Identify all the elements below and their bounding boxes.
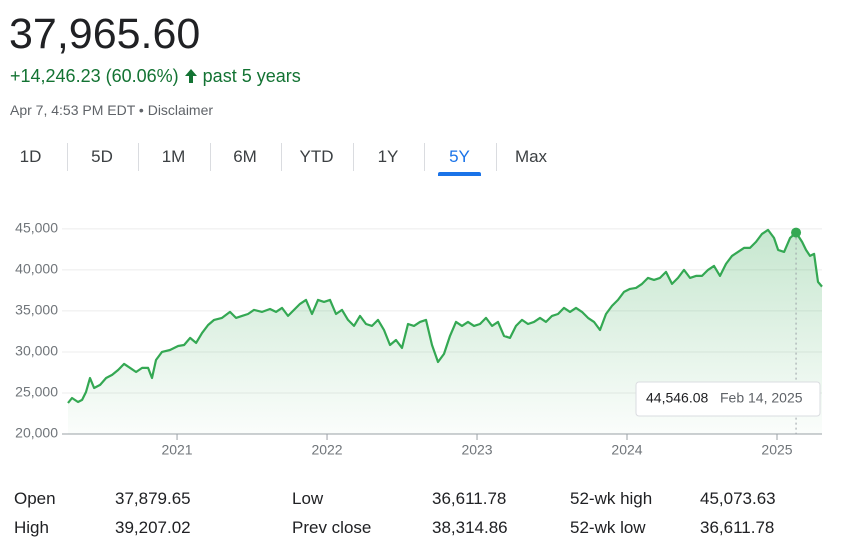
disclaimer[interactable]: Disclaimer bbox=[147, 102, 214, 118]
price: 37,965.60 bbox=[9, 10, 201, 58]
y-tick-label: 45,000 bbox=[15, 220, 58, 236]
stat-value: 38,314.86 bbox=[432, 518, 508, 537]
area bbox=[67, 229, 822, 434]
change: +14,246.23 (60.06%) bbox=[10, 66, 179, 86]
tab[interactable]: YTD bbox=[299, 147, 334, 166]
tab[interactable]: 1M bbox=[161, 147, 186, 166]
line bbox=[67, 228, 823, 404]
stat-label: 52-wk high bbox=[570, 489, 653, 508]
tab[interactable]: 5Y bbox=[424, 146, 495, 176]
tab[interactable]: 6M bbox=[233, 147, 257, 166]
y-tick-label: 30,000 bbox=[15, 343, 58, 359]
x-tick-label: 2022 bbox=[311, 442, 342, 458]
period: past 5 years bbox=[202, 66, 301, 86]
stat-value: 37,879.65 bbox=[115, 489, 191, 508]
x-tick-label: 2023 bbox=[461, 442, 492, 458]
change-line: +14,246.23 (60.06%) past 5 years bbox=[10, 66, 301, 87]
tab-separator bbox=[209, 143, 211, 171]
tab-separator bbox=[495, 143, 497, 171]
tab-separator bbox=[352, 143, 354, 171]
stat-label: 52-wk low bbox=[570, 518, 646, 537]
stat-value: 36,611.78 bbox=[700, 518, 775, 537]
stat-label: High bbox=[14, 518, 49, 537]
x-tick-label: 2021 bbox=[161, 442, 192, 458]
stat-label: Open bbox=[14, 489, 56, 508]
tab[interactable]: 1D bbox=[19, 147, 42, 166]
meta: Apr 7, 4:53 PM EDT • Disclaimer bbox=[10, 102, 214, 118]
stat-label: Prev close bbox=[292, 518, 372, 537]
tooltip-value: 44,546.08 bbox=[646, 390, 708, 406]
tab-separator bbox=[424, 143, 425, 171]
tab[interactable]: 1Y bbox=[377, 147, 399, 166]
x-tick-label: 2024 bbox=[611, 442, 642, 458]
tab[interactable]: Max bbox=[514, 147, 548, 166]
y-tick-label: 25,000 bbox=[15, 384, 58, 400]
tooltip-box bbox=[635, 381, 821, 417]
y-tick-label: 20,000 bbox=[15, 425, 58, 441]
stat-value: 39,207.02 bbox=[115, 518, 191, 537]
hover-point bbox=[791, 227, 802, 238]
stat-value: 45,073.63 bbox=[700, 489, 776, 508]
tab-separator bbox=[138, 143, 139, 171]
tab[interactable]: 5D bbox=[91, 147, 113, 166]
stat-label: Low bbox=[292, 489, 324, 508]
timestamp: Apr 7, 4:53 PM EDT bbox=[10, 102, 136, 118]
tab-separator bbox=[66, 143, 68, 171]
y-tick-label: 40,000 bbox=[15, 261, 58, 277]
y-tick-label: 35,000 bbox=[15, 302, 58, 318]
stat-value: 36,611.78 bbox=[432, 489, 507, 508]
up-arrow bbox=[184, 69, 197, 83]
tab-separator bbox=[281, 143, 282, 171]
tooltip-date: Feb 14, 2025 bbox=[720, 390, 803, 406]
x-tick-label: 2025 bbox=[761, 442, 792, 458]
